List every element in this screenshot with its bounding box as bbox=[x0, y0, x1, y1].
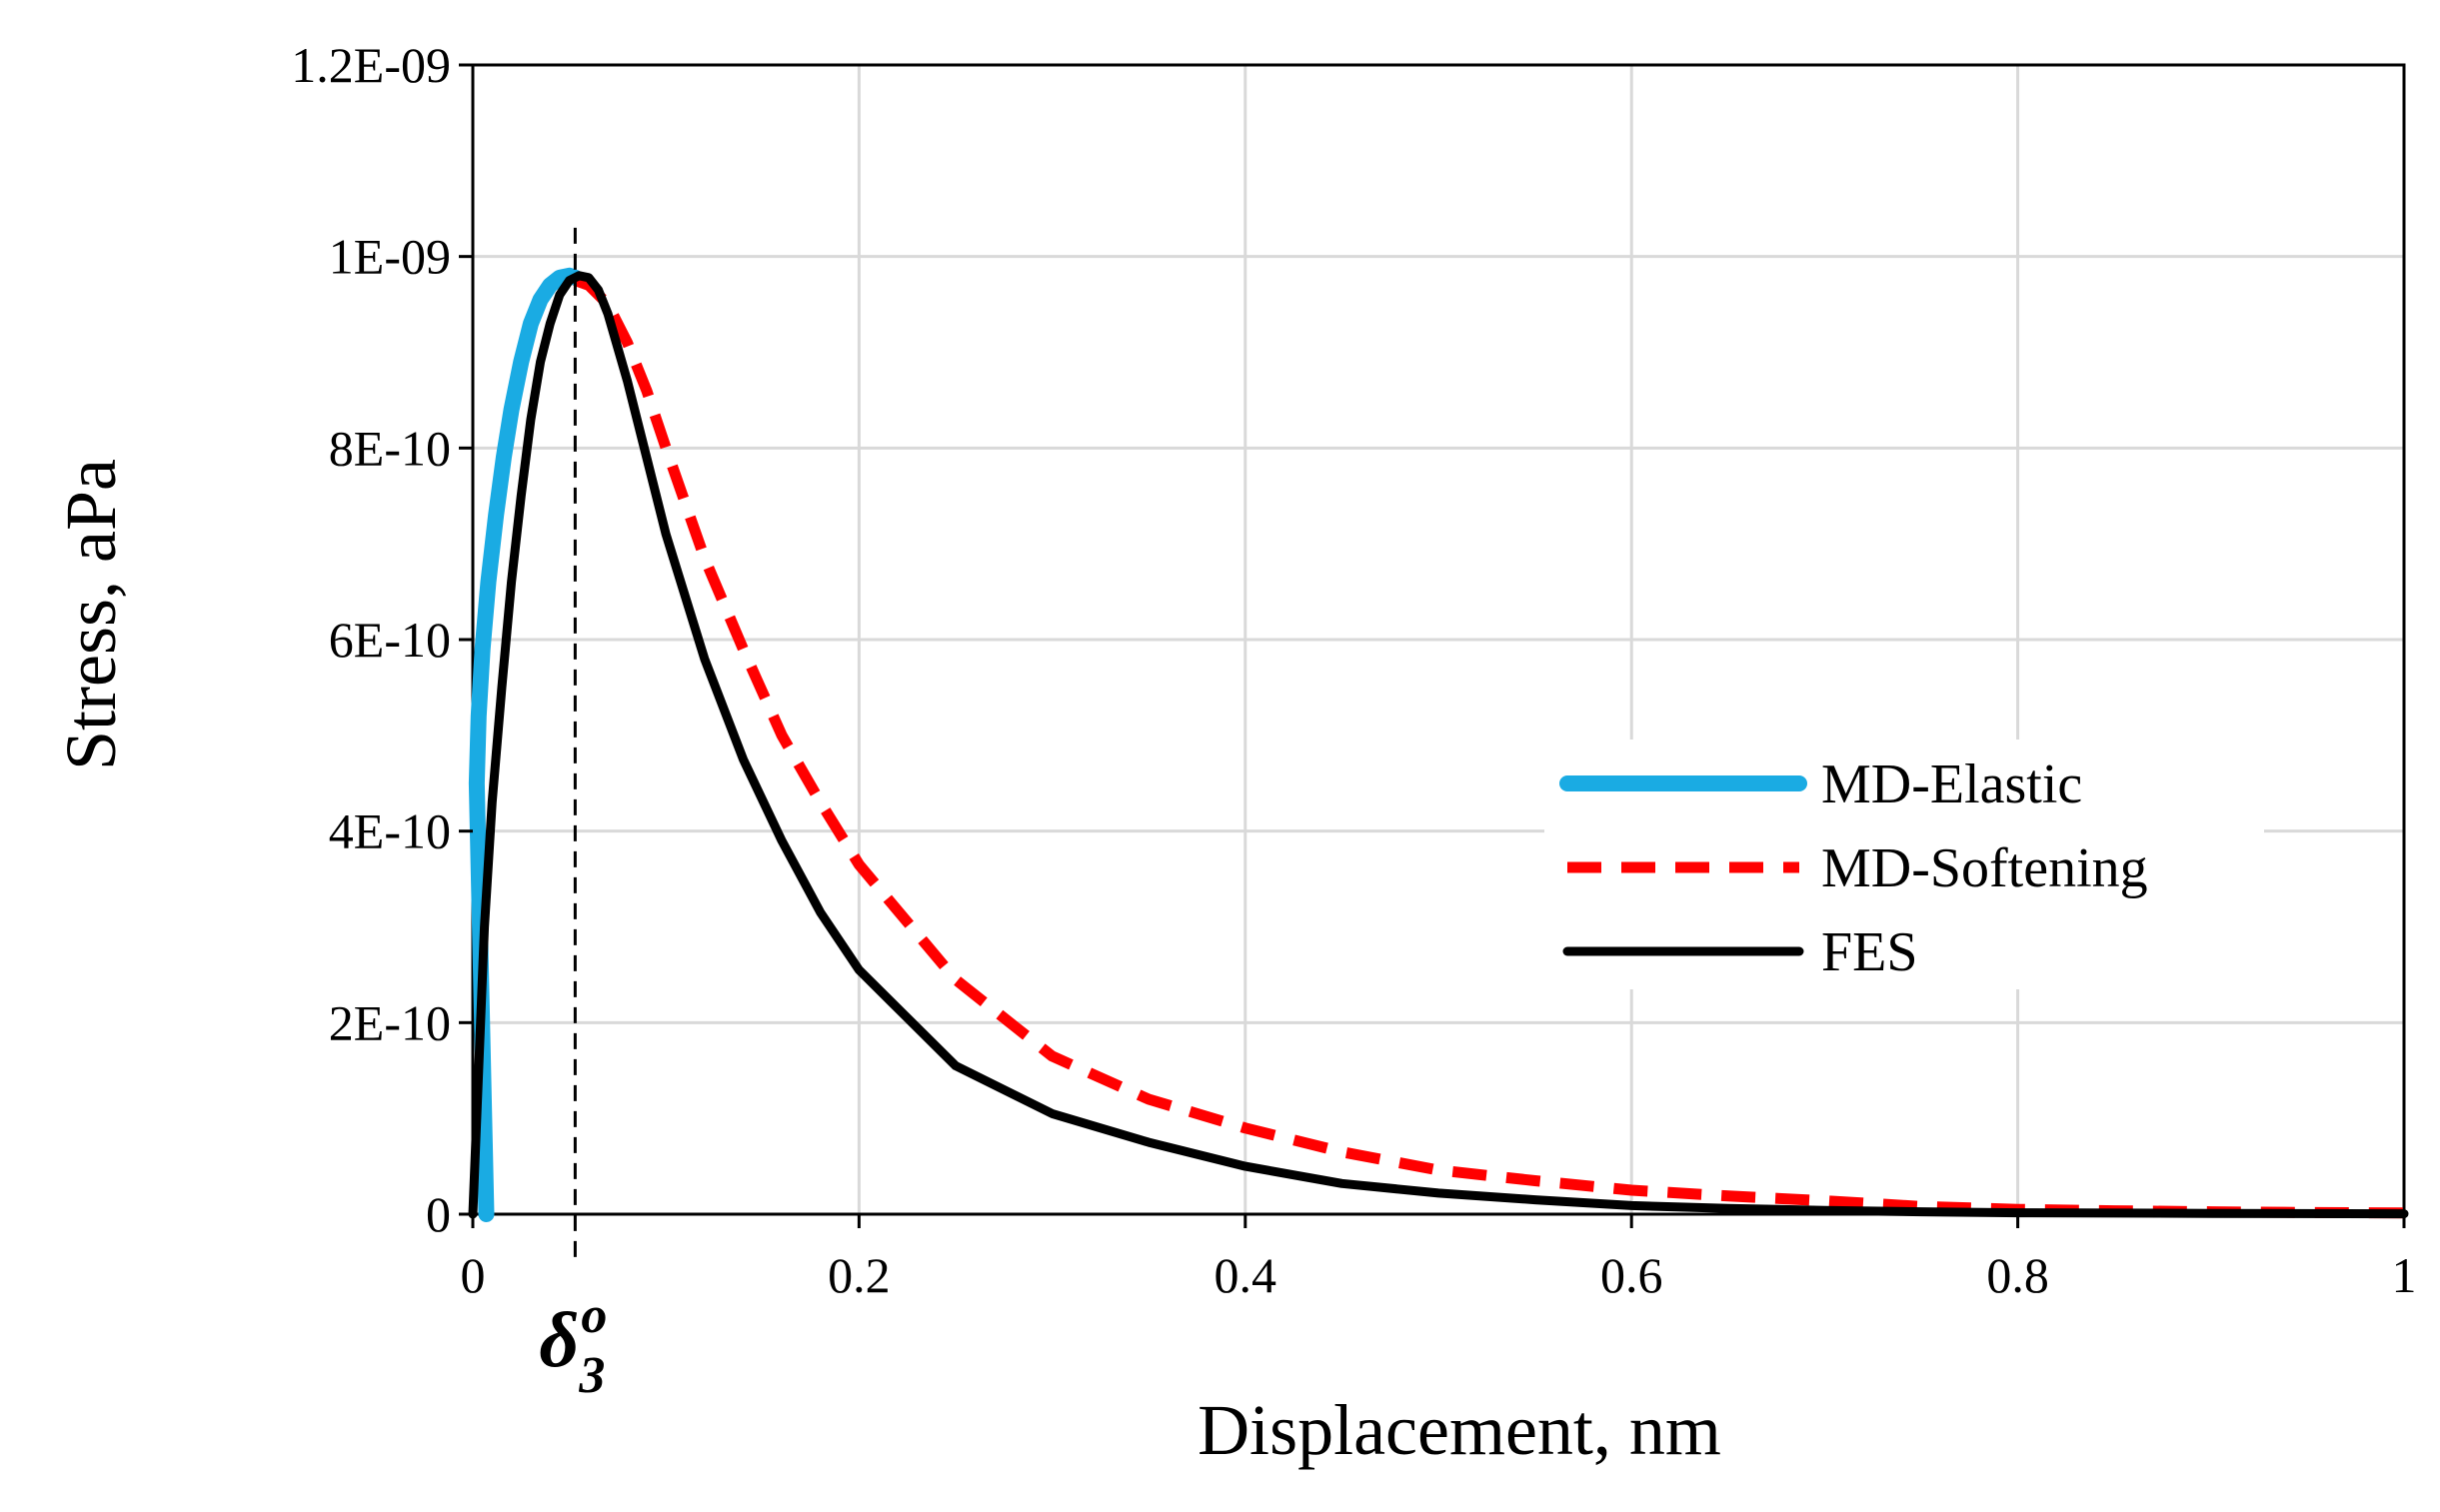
y-tick-label: 0 bbox=[426, 1186, 451, 1242]
grid-lines bbox=[473, 65, 2404, 1214]
x-tick-label: 0 bbox=[461, 1247, 486, 1303]
legend-label-md-softening: MD-Softening bbox=[1821, 837, 2148, 899]
axis-ticks: 0 0.2 0.4 0.6 0.8 1 0 2E-10 4E-10 6E-10 8E-10 1E-09… bbox=[291, 37, 2416, 1303]
x-tick-label: 0.4 bbox=[1215, 1247, 1277, 1303]
y-axis-title: Stress, aPa bbox=[51, 459, 131, 770]
series-line-md-elastic bbox=[468, 267, 584, 1222]
legend: MD-Elastic MD-Softening FES bbox=[1544, 740, 2264, 989]
y-tick-label: 4E-10 bbox=[329, 803, 451, 859]
y-tick-label: 2E-10 bbox=[329, 994, 451, 1050]
x-tick-label: 0.6 bbox=[1600, 1247, 1663, 1303]
series-line-fes bbox=[468, 271, 2409, 1219]
legend-label-fes: FES bbox=[1821, 921, 1918, 983]
series-line-md-softening bbox=[573, 275, 2405, 1219]
x-tick-label: 1 bbox=[2392, 1247, 2417, 1303]
x-axis-title: Displacement, nm bbox=[1198, 1390, 1721, 1470]
peak-marker-label: δo 3 bbox=[539, 1287, 607, 1404]
x-tick-label: 0.2 bbox=[828, 1247, 891, 1303]
y-tick-label: 1.2E-09 bbox=[291, 37, 451, 93]
y-tick-label: 8E-10 bbox=[329, 420, 451, 476]
series-layer bbox=[468, 267, 2409, 1222]
legend-label-md-elastic: MD-Elastic bbox=[1821, 754, 2082, 815]
y-tick-label: 6E-10 bbox=[329, 612, 451, 668]
y-tick-label: 1E-09 bbox=[329, 229, 451, 285]
x-tick-label: 0.8 bbox=[1986, 1247, 2049, 1303]
peak-annotation: δo 3 bbox=[539, 227, 607, 1404]
